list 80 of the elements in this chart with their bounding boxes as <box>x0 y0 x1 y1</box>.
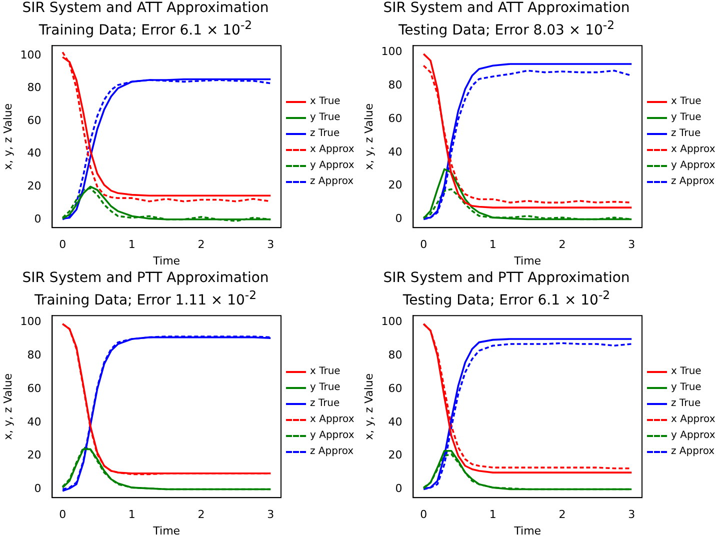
y-tick-label: 40 <box>388 415 402 428</box>
x-tick-label: 1 <box>489 508 496 522</box>
y-tick-label: 60 <box>388 382 402 395</box>
y-tick-label: 0 <box>34 482 42 496</box>
y-tick-label: 20 <box>27 179 42 192</box>
y-tick-label: 80 <box>388 348 402 362</box>
chart-title: SIR System and PTT Approximation <box>382 270 631 287</box>
legend-label: z Approx <box>310 175 354 189</box>
x-tick-label: 2 <box>198 508 205 522</box>
x-tick-label: 1 <box>128 508 136 522</box>
legend-label: y Approx <box>671 159 716 173</box>
x-tick-label: 0 <box>420 508 428 522</box>
legend-label: x True <box>310 95 340 109</box>
chart-title: SIR System and ATT Approximation <box>21 0 270 17</box>
x-tick-label: 0 <box>420 238 428 252</box>
x-tick-label: 2 <box>558 238 566 252</box>
y-tick-label: 20 <box>388 178 402 192</box>
y-axis-title: x, y, z Value <box>362 373 376 440</box>
x-tick-label: 0 <box>59 508 66 522</box>
x-axis-title: Time <box>152 254 180 268</box>
legend-label: z Approx <box>671 175 715 189</box>
legend-label: y Approx <box>671 429 716 443</box>
y-tick-label: 80 <box>27 81 42 94</box>
legend-label: y Approx <box>310 159 354 173</box>
legend-label: y True <box>671 381 702 395</box>
y-tick-label: 60 <box>388 112 402 125</box>
y-tick-label: 100 <box>381 45 402 58</box>
y-tick-label: 40 <box>388 145 402 158</box>
legend-label: x Approx <box>310 143 354 157</box>
y-tick-label: 20 <box>388 448 402 462</box>
y-tick-label: 40 <box>27 415 42 428</box>
legend-label: z Approx <box>310 445 354 459</box>
x-tick-label: 3 <box>628 238 636 252</box>
y-tick-label: 0 <box>395 212 402 226</box>
legend-label: y True <box>671 111 702 125</box>
legend-label: x True <box>671 95 702 109</box>
x-axis-title: Time <box>513 524 542 538</box>
y-tick-label: 0 <box>34 212 42 226</box>
y-tick-label: 100 <box>20 315 42 328</box>
chart-subtitle: Training Data; Error 1.11 × 10$^{-2}$ <box>33 287 258 310</box>
y-tick-label: 40 <box>27 146 42 160</box>
y-tick-label: 100 <box>381 315 402 328</box>
x-tick-label: 0 <box>59 238 66 252</box>
chart-title: SIR System and ATT Approximation <box>382 0 631 17</box>
y-axis-title: x, y, z Value <box>362 103 376 170</box>
y-axis-title: x, y, z Value <box>1 103 14 170</box>
x-tick-label: 1 <box>489 238 496 252</box>
chart-title: SIR System and PTT Approximation <box>21 270 270 287</box>
y-tick-label: 0 <box>395 482 402 496</box>
legend-label: z Approx <box>671 445 715 459</box>
legend-label: y True <box>310 381 340 395</box>
x-axis-title: Time <box>152 524 180 538</box>
y-tick-label: 60 <box>27 382 42 395</box>
legend-label: x Approx <box>310 413 354 427</box>
y-tick-label: 80 <box>27 348 42 362</box>
legend-label: z True <box>671 127 701 141</box>
y-tick-label: 100 <box>20 48 42 62</box>
x-tick-label: 1 <box>128 238 136 252</box>
y-axis-title: x, y, z Value <box>1 373 14 440</box>
x-tick-label: 2 <box>198 238 205 252</box>
x-axis-title: Time <box>513 254 542 268</box>
x-tick-label: 2 <box>558 508 566 522</box>
legend-label: z True <box>310 127 340 141</box>
legend-label: x Approx <box>671 143 716 157</box>
chart-subtitle: Testing Data; Error 6.1 × 10$^{-2}$ <box>402 287 612 310</box>
legend-label: x True <box>671 365 702 379</box>
legend-label: x True <box>310 365 340 379</box>
x-tick-label: 3 <box>267 508 274 522</box>
chart-subtitle: Training Data; Error 6.1 × 10$^{-2}$ <box>38 17 254 40</box>
x-tick-label: 3 <box>267 238 274 252</box>
legend-label: y True <box>310 111 340 125</box>
legend-label: y Approx <box>310 429 354 443</box>
y-tick-label: 80 <box>388 78 402 92</box>
y-tick-label: 60 <box>27 114 42 127</box>
legend-label: z True <box>310 397 340 411</box>
legend-label: x Approx <box>671 413 716 427</box>
legend-label: z True <box>671 397 701 411</box>
y-tick-label: 20 <box>27 448 42 462</box>
x-tick-label: 3 <box>628 508 636 522</box>
chart-subtitle: Testing Data; Error 8.03 × 10$^{-2}$ <box>397 17 616 40</box>
